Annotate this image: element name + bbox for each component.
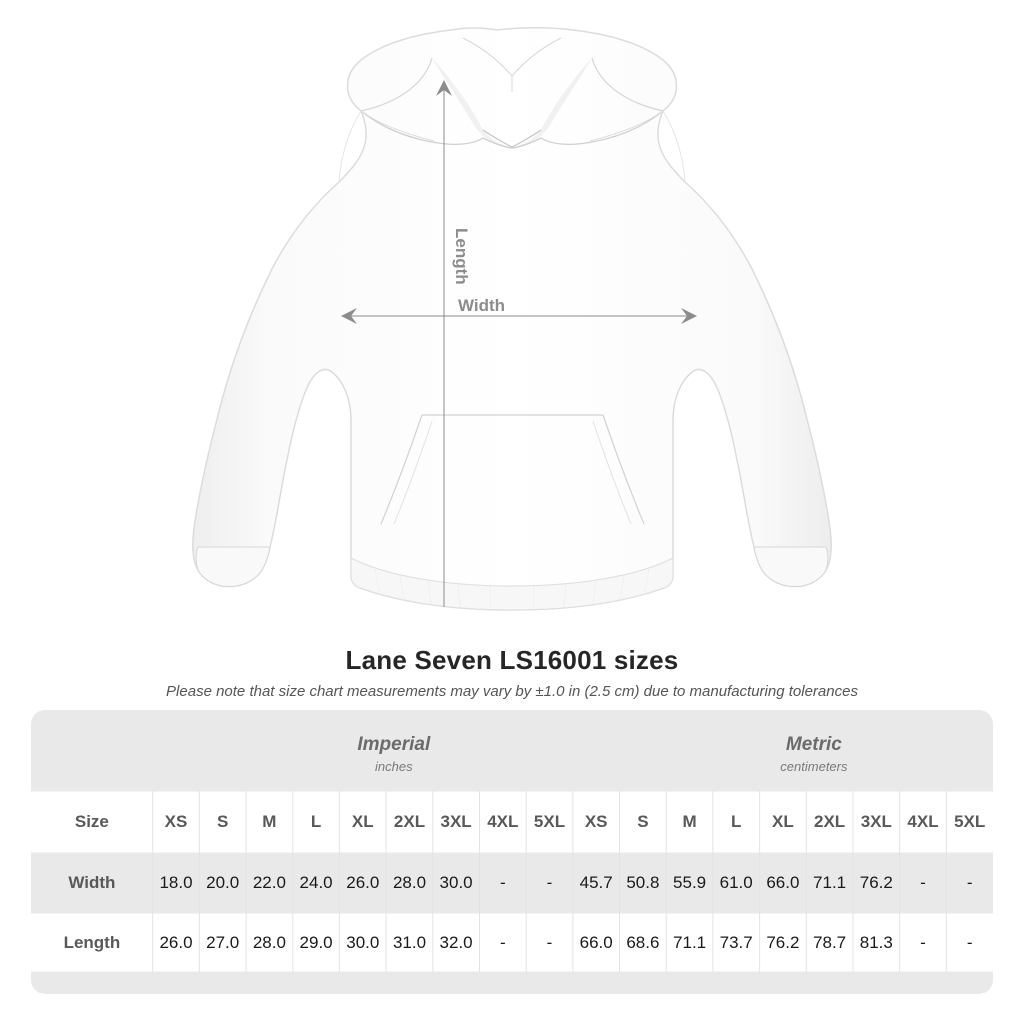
svg-text:Length: Length xyxy=(452,228,471,285)
svg-text:Width: Width xyxy=(458,296,505,315)
